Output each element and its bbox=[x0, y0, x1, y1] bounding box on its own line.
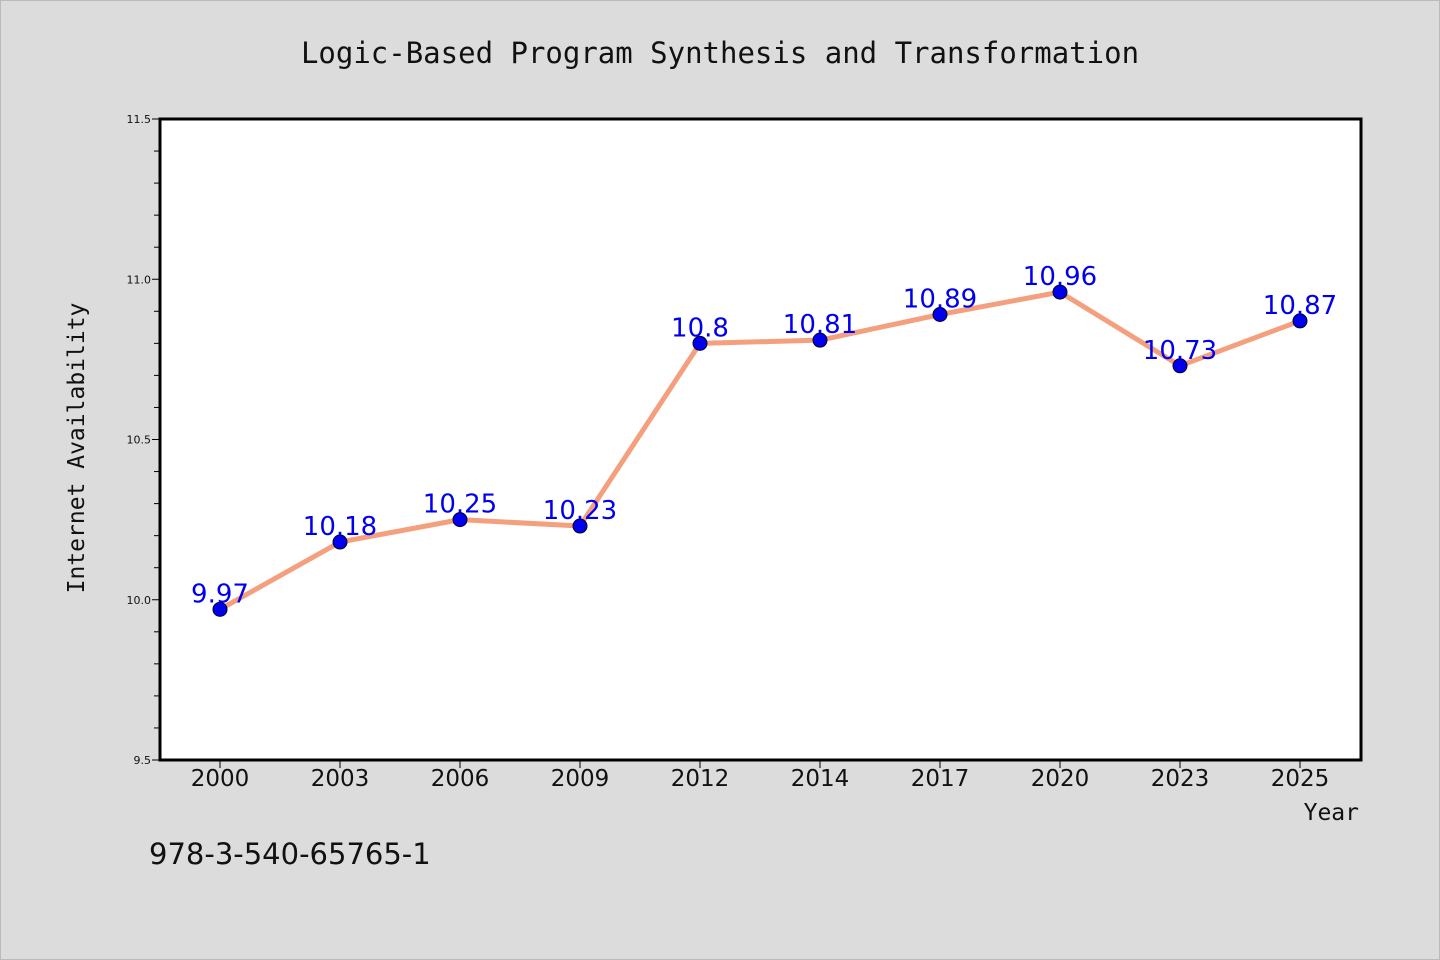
data-point bbox=[332, 534, 348, 550]
data-point bbox=[572, 518, 588, 534]
y-axis-ticks: 9.5 10.0 10.5 11.0 11.5 bbox=[127, 113, 160, 767]
y-tick-label: 11.5 bbox=[127, 113, 152, 126]
data-point bbox=[1292, 313, 1308, 329]
data-label: 10.25 bbox=[423, 490, 497, 520]
data-point bbox=[452, 512, 468, 528]
y-tick-label: 9.5 bbox=[134, 754, 152, 767]
series-layer: 9.97 10.18 10.25 10.23 10.8 10.81 10.89 10.96 10… bbox=[191, 262, 1337, 617]
y-tick-label: 10.5 bbox=[127, 434, 152, 447]
series-line bbox=[217, 289, 1303, 612]
x-axis-label: Year bbox=[1304, 800, 1359, 826]
y-tick-label: 10.0 bbox=[127, 594, 152, 607]
plot-frame bbox=[158, 117, 1363, 762]
data-point bbox=[1172, 358, 1188, 374]
data-point bbox=[1052, 284, 1068, 300]
x-tick-label: 2025 bbox=[1271, 766, 1330, 792]
data-label: 10.23 bbox=[543, 496, 617, 526]
x-tick-label: 2009 bbox=[551, 766, 610, 792]
chart-title: Logic-Based Program Synthesis and Transf… bbox=[301, 36, 1139, 70]
x-tick-label: 2017 bbox=[911, 766, 970, 792]
data-point bbox=[212, 601, 228, 617]
x-tick-label: 2012 bbox=[671, 766, 730, 792]
y-axis-label: Internet Availability bbox=[64, 303, 90, 594]
plot-area bbox=[160, 119, 1361, 760]
data-point bbox=[812, 332, 828, 348]
data-label: 10.8 bbox=[671, 313, 729, 343]
y-tick-label: 11.0 bbox=[127, 273, 152, 286]
data-label: 9.97 bbox=[191, 579, 249, 609]
x-tick-label: 2003 bbox=[311, 766, 370, 792]
data-label: 10.89 bbox=[903, 285, 977, 315]
data-label: 10.18 bbox=[303, 512, 377, 542]
isbn-annotation: 978-3-540-65765-1 bbox=[149, 837, 431, 871]
data-label: 10.81 bbox=[783, 310, 857, 340]
data-label: 10.87 bbox=[1263, 291, 1337, 321]
x-tick-label: 2014 bbox=[791, 766, 850, 792]
x-tick-label: 2020 bbox=[1031, 766, 1090, 792]
x-tick-label: 2023 bbox=[1151, 766, 1210, 792]
data-label: 10.73 bbox=[1143, 336, 1217, 366]
x-axis-ticks: 2000 2003 2006 2009 2012 2014 2017 2020 2023 2025 bbox=[191, 760, 1330, 792]
data-label: 10.96 bbox=[1023, 262, 1097, 292]
data-point bbox=[932, 307, 948, 323]
x-tick-label: 2000 bbox=[191, 766, 250, 792]
x-tick-label: 2006 bbox=[431, 766, 490, 792]
data-point bbox=[692, 335, 708, 351]
